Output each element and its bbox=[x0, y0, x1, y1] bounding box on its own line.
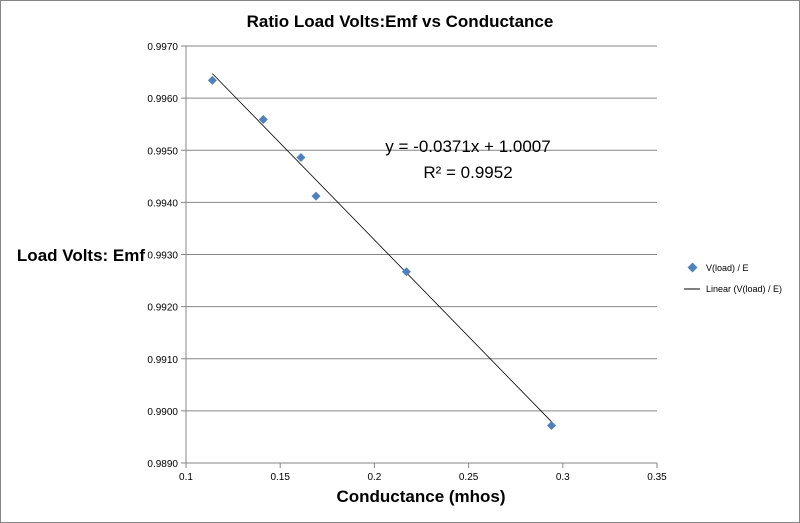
y-tick-label: 0.9950 bbox=[147, 146, 178, 157]
y-tick-label: 0.9930 bbox=[147, 251, 178, 262]
x-tick-labels: 0.1 0.15 0.2 0.25 0.3 0.35 bbox=[179, 472, 667, 483]
y-tick-label: 0.9920 bbox=[147, 303, 178, 314]
trendline-r-squared: R² = 0.9952 bbox=[423, 163, 512, 182]
y-tick-labels: 0.9890 0.9900 0.9910 0.9920 0.9930 0.9940 0.99… bbox=[147, 42, 178, 470]
gridlines bbox=[186, 45, 657, 412]
x-tick-label: 0.2 bbox=[367, 472, 381, 483]
data-point bbox=[401, 267, 411, 277]
y-tick-label: 0.9960 bbox=[147, 94, 178, 105]
y-tick-label: 0.9890 bbox=[147, 459, 178, 470]
x-tick-label: 0.25 bbox=[459, 472, 479, 483]
trendline-equation: y = -0.0371x + 1.0007 bbox=[385, 137, 550, 156]
y-tick-label: 0.9900 bbox=[147, 407, 178, 418]
legend-trendline-label: Linear (V(load) / E) bbox=[706, 284, 782, 294]
y-tick-label: 0.9910 bbox=[147, 355, 178, 366]
y-axis-title: Load Volts: Emf bbox=[17, 246, 145, 265]
data-point bbox=[258, 114, 268, 124]
trendline-layer bbox=[212, 73, 552, 422]
x-tick-label: 0.15 bbox=[270, 472, 290, 483]
legend-series-label: V(load) / E bbox=[706, 263, 749, 273]
x-tick-label: 0.35 bbox=[647, 472, 667, 483]
data-points bbox=[207, 75, 556, 430]
data-point bbox=[207, 75, 217, 85]
axes bbox=[181, 45, 658, 468]
x-tick-label: 0.3 bbox=[556, 472, 570, 483]
legend-marker-icon bbox=[687, 262, 698, 273]
chart-title: Ratio Load Volts:Emf vs Conductance bbox=[247, 12, 554, 31]
y-tick-label: 0.9940 bbox=[147, 198, 178, 209]
x-tick-label: 0.1 bbox=[179, 472, 193, 483]
data-point bbox=[296, 153, 306, 163]
y-tick-label: 0.9970 bbox=[147, 42, 178, 53]
x-axis-title: Conductance (mhos) bbox=[336, 487, 505, 506]
legend: V(load) / E Linear (V(load) / E) bbox=[684, 262, 782, 294]
data-point bbox=[311, 191, 321, 201]
data-point bbox=[546, 420, 556, 430]
trendline bbox=[212, 73, 552, 422]
